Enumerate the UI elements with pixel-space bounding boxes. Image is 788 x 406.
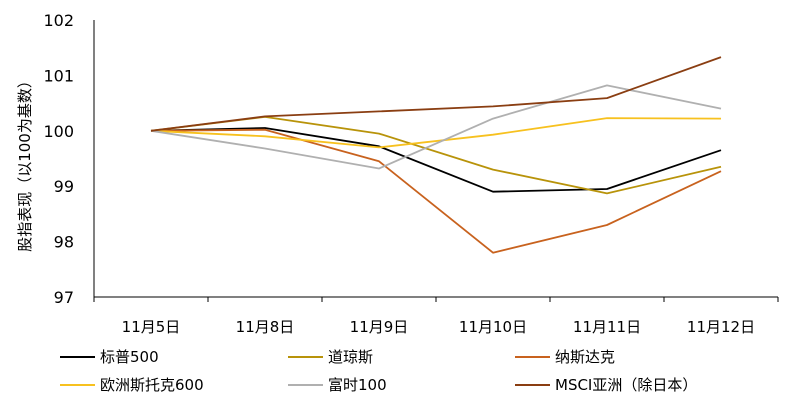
series-line-4 xyxy=(150,117,722,149)
legend-label: 纳斯达克 xyxy=(555,348,615,366)
series-line-5 xyxy=(150,84,722,170)
legend-label: 标普500 xyxy=(100,348,159,366)
axes xyxy=(93,20,778,298)
x-tick-label: 11月5日 xyxy=(122,318,181,336)
legend-item: 标普500 xyxy=(60,348,159,366)
y-axis-label: 股指表现（以100为基数） xyxy=(16,73,34,252)
y-axis-ticks: 97 98 99 100 101 102 xyxy=(43,11,74,307)
x-tick-label: 11月9日 xyxy=(350,318,409,336)
legend-label: 富时100 xyxy=(328,376,387,394)
legend-item: 道琼斯 xyxy=(288,348,373,366)
series-line-6 xyxy=(150,56,722,132)
y-tick-label: 98 xyxy=(54,233,74,252)
y-tick-label: 97 xyxy=(54,288,74,307)
x-tick-label: 11月11日 xyxy=(573,318,641,336)
series-line-3 xyxy=(150,128,722,254)
legend-item: 富时100 xyxy=(288,376,387,394)
legend-label: MSCI亚洲（除日本） xyxy=(555,376,697,394)
x-axis-ticks: 11月5日 11月8日 11月9日 11月10日 11月11日 11月12日 xyxy=(93,297,779,336)
y-tick-label: 100 xyxy=(43,122,74,141)
y-tick-label: 99 xyxy=(54,177,74,196)
x-tick-label: 11月10日 xyxy=(459,318,527,336)
y-tick-label: 101 xyxy=(43,66,74,85)
legend-item: 欧洲斯托克600 xyxy=(60,376,204,394)
x-tick-label: 11月12日 xyxy=(687,318,755,336)
series-line-1 xyxy=(150,127,722,193)
y-tick-label: 102 xyxy=(43,11,74,30)
x-tick-label: 11月8日 xyxy=(236,318,295,336)
series-lines xyxy=(150,56,722,254)
legend-item: MSCI亚洲（除日本） xyxy=(515,376,697,394)
legend-label: 欧洲斯托克600 xyxy=(100,376,204,394)
legend-item: 纳斯达克 xyxy=(515,348,615,366)
legend-label: 道琼斯 xyxy=(328,348,373,366)
